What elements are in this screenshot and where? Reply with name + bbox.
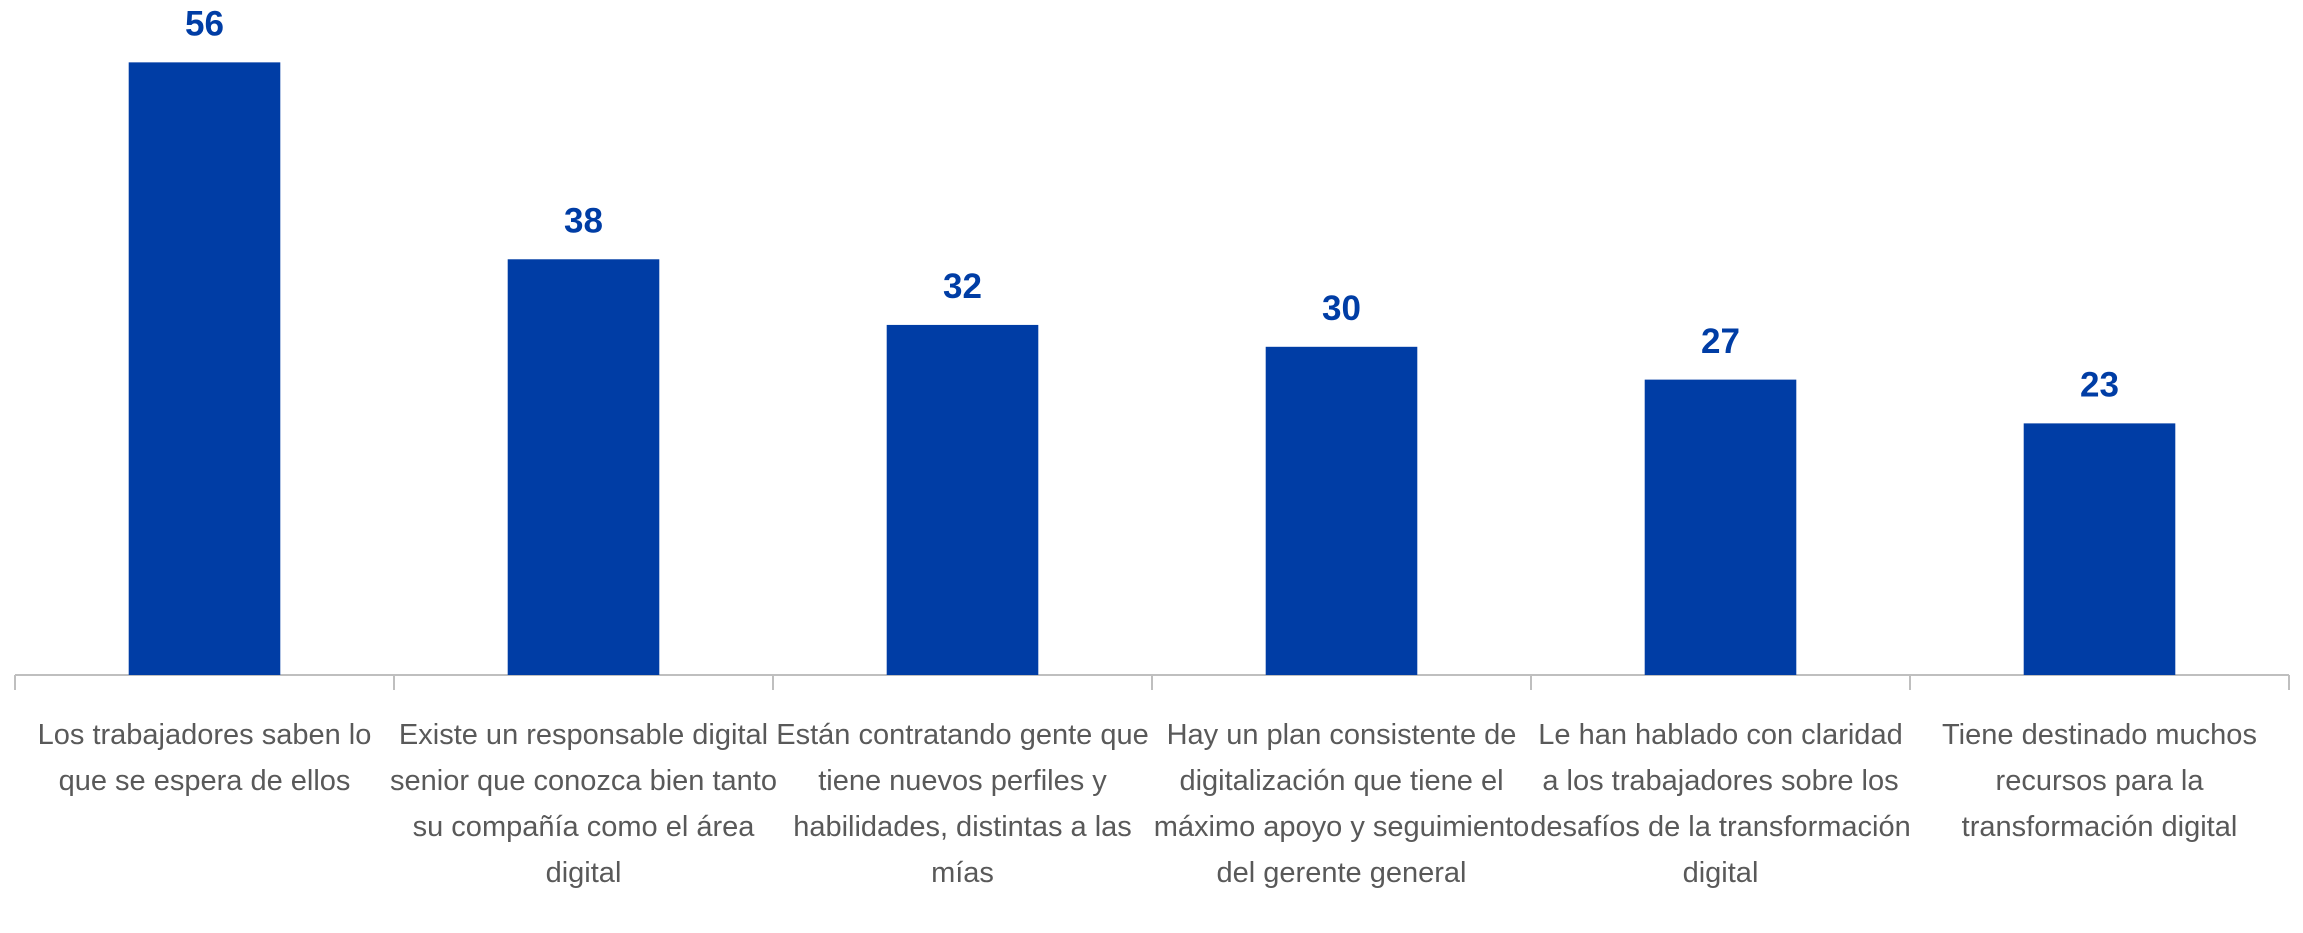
value-label: 30 [1322,289,1361,328]
bar [886,324,1039,675]
x-tick-label: Están contratando gente que tiene nuevos… [776,719,1149,889]
bar [507,259,660,675]
bar [1265,346,1418,675]
x-tick-label: Hay un plan consistente de digitalizació… [1153,719,1530,889]
x-tick-label: Existe un responsable digital senior que… [390,719,777,889]
bar [128,62,281,676]
value-label: 23 [2080,366,2119,405]
x-tick-label: Le han hablado con claridad a los trabaj… [1530,719,1911,889]
value-label: 38 [564,202,603,241]
bar [1644,379,1797,675]
x-tick-label: Los trabajadores saben lo que se espera … [37,719,372,797]
value-label: 27 [1701,322,1740,361]
value-label: 32 [943,267,982,306]
bar [2023,423,2176,675]
value-label: 56 [185,5,224,44]
x-tick-label: Tiene destinado muchos recursos para la … [1942,719,2257,843]
